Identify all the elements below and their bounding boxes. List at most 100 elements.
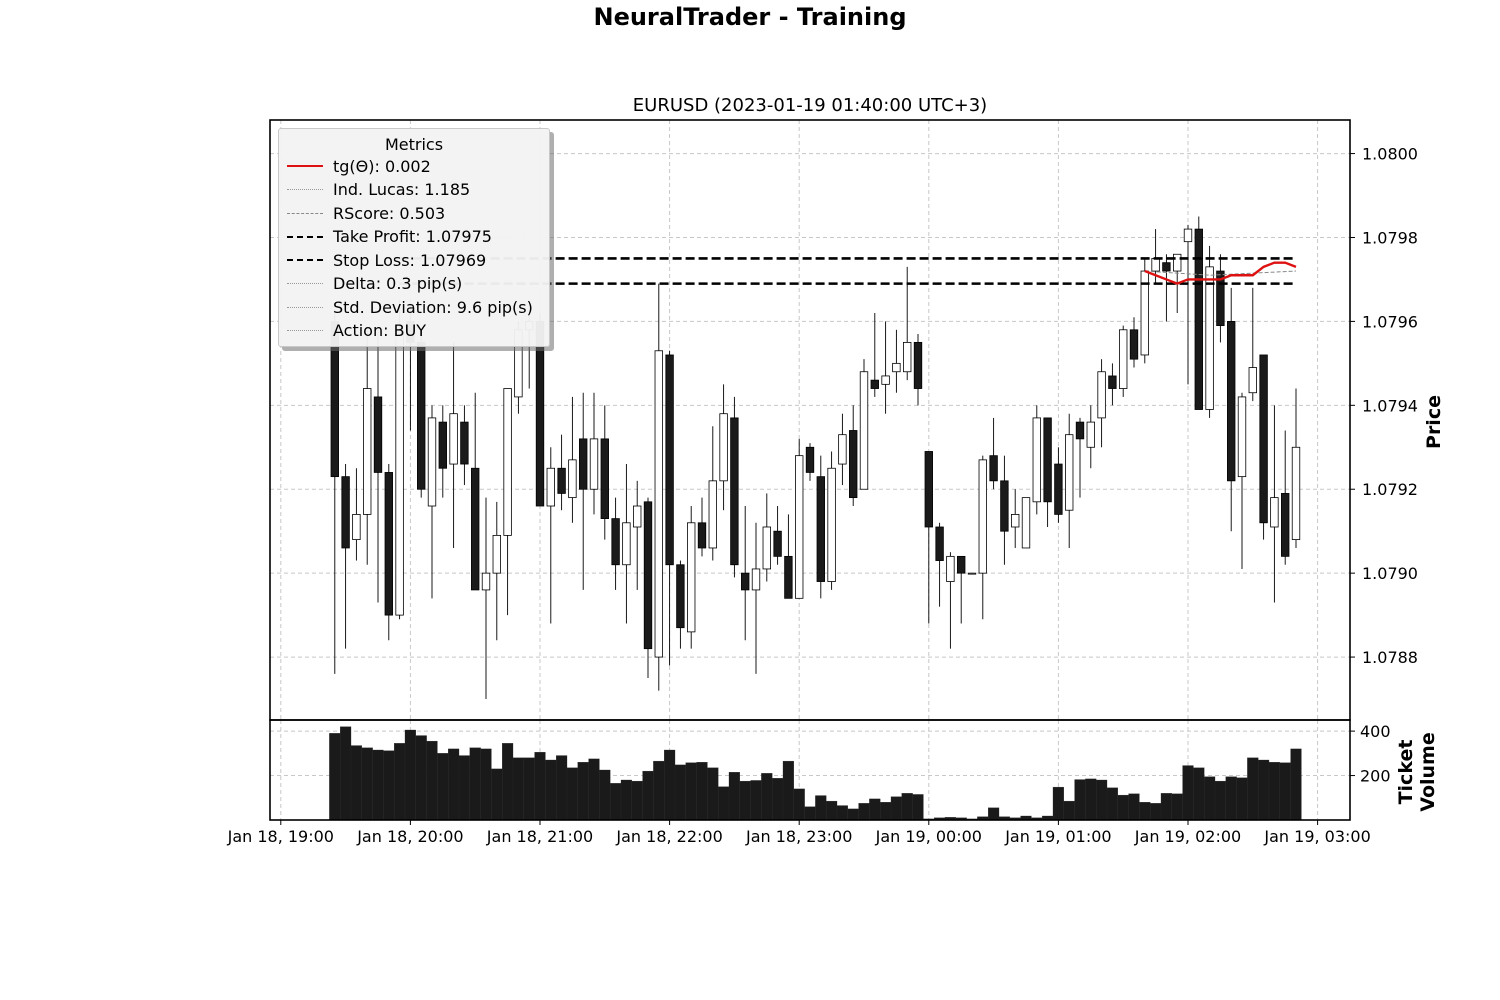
volume-bar	[890, 796, 902, 821]
volume-bar	[404, 729, 416, 821]
candle-body	[967, 572, 977, 575]
candle-body	[1021, 497, 1031, 549]
candle-body	[1000, 480, 1009, 532]
candle	[330, 313, 339, 674]
volume-bar	[826, 800, 838, 821]
candle-body	[438, 421, 447, 469]
legend-swatch	[287, 165, 323, 167]
volume-axis-label-line: Ticket	[1395, 740, 1417, 805]
candle-body	[849, 430, 858, 499]
volume-bar	[599, 769, 611, 821]
candle	[913, 333, 923, 406]
candle-body	[384, 472, 393, 616]
volume-bar	[1204, 776, 1216, 821]
volume-bar	[815, 795, 827, 821]
candle-body	[708, 480, 717, 549]
price-tick-label: 1.0794	[1362, 396, 1418, 415]
volume-axis-label: TicketVolume	[1395, 732, 1439, 811]
candle-body	[471, 467, 480, 591]
price-tick-label: 1.0788	[1362, 648, 1418, 667]
candle-body	[1162, 262, 1171, 272]
legend-entry: Stop Loss: 1.07969	[287, 249, 486, 271]
candle	[1194, 216, 1203, 410]
volume-bar	[664, 749, 676, 821]
candle	[989, 417, 998, 490]
candle	[1108, 363, 1117, 406]
volume-bar	[577, 762, 589, 821]
candle-body	[546, 467, 555, 507]
candle	[838, 413, 847, 486]
volume-bar	[588, 758, 600, 821]
volume-bar	[1063, 800, 1075, 821]
candle-body	[395, 329, 404, 616]
candle-body	[1194, 228, 1203, 410]
time-tick-label: Jan 19, 01:00	[1004, 827, 1111, 846]
candle-body	[1216, 270, 1225, 326]
candle	[373, 329, 383, 603]
candle-body	[373, 396, 383, 473]
candle	[741, 506, 750, 641]
volume-bar	[1279, 762, 1291, 821]
volume-bar	[415, 735, 427, 821]
legend-label: Ind. Lucas: 1.185	[333, 180, 471, 199]
candle	[1216, 254, 1225, 343]
volume-bar	[1225, 776, 1237, 821]
candle-body	[1151, 258, 1160, 272]
volume-bar	[728, 772, 740, 821]
candle-body	[892, 362, 901, 373]
candle	[719, 384, 728, 511]
axis-ticks: 1.0788 1.0790 1.0792 1.0794 1.0796 1.0798 1.08…	[227, 145, 1418, 846]
candle-body	[730, 417, 739, 566]
candle-body	[654, 350, 663, 658]
candle-body	[913, 341, 923, 389]
candle-body	[665, 354, 674, 566]
candle-body	[1011, 514, 1020, 528]
candle-body	[481, 572, 491, 591]
candle	[946, 552, 955, 649]
candle-body	[643, 501, 653, 650]
volume-bar	[1258, 759, 1270, 821]
legend-label: tg(Θ): 0.002	[333, 156, 431, 176]
candle	[816, 455, 825, 599]
volume-bar	[480, 748, 492, 821]
candle	[1119, 325, 1128, 397]
candle	[1086, 405, 1095, 469]
volume-frame	[269, 719, 1351, 821]
candle	[1043, 417, 1052, 527]
candle	[546, 447, 555, 624]
candle-body	[427, 417, 437, 507]
volume-bar	[1096, 779, 1108, 821]
rscore-line	[1144, 270, 1297, 276]
volume-bar	[1247, 757, 1259, 821]
volume-bar	[383, 750, 395, 821]
volume-bar	[426, 740, 438, 821]
legend-entry: tg(Θ): 0.002	[287, 155, 431, 177]
volume-bar	[1052, 786, 1064, 821]
candle	[1205, 245, 1214, 418]
candle	[784, 514, 793, 599]
price-tick-label: 1.0790	[1362, 564, 1418, 583]
candle	[363, 329, 372, 565]
candle-body	[741, 572, 750, 591]
volume-bar	[1139, 802, 1151, 821]
candle-body	[978, 459, 987, 574]
candle	[481, 497, 491, 700]
candle	[492, 501, 501, 641]
candle-body	[957, 555, 966, 574]
candle	[665, 350, 674, 666]
candle-body	[1032, 417, 1041, 503]
candle	[1281, 430, 1290, 565]
volume-bar	[1150, 803, 1162, 821]
volume-bar	[653, 760, 665, 821]
volume-bar	[847, 808, 859, 821]
legend-entry: Delta: 0.3 pip(s)	[287, 273, 462, 295]
candle	[827, 451, 836, 590]
candle	[471, 392, 480, 591]
volume-bar	[901, 793, 913, 821]
legend: Metrics tg(Θ): 0.002 Ind. Lucas: 1.185 RSc…	[278, 128, 550, 347]
candle	[503, 388, 512, 616]
candle	[460, 405, 469, 486]
volume-bar	[642, 770, 654, 821]
candle-body	[1065, 434, 1074, 511]
